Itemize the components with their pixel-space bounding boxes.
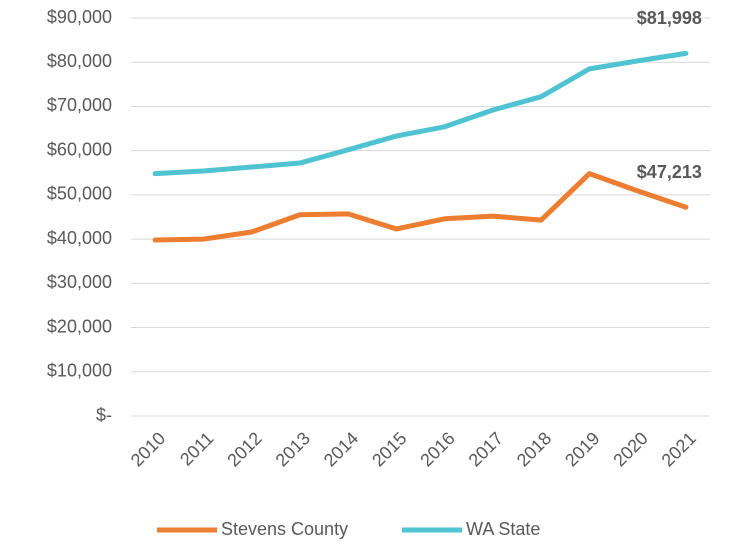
series-line bbox=[152, 171, 689, 243]
data-label: $47,213 bbox=[637, 162, 702, 182]
y-tick-label: $40,000 bbox=[47, 228, 112, 248]
x-tick-label: 2020 bbox=[609, 428, 651, 470]
y-tick-label: $20,000 bbox=[47, 316, 112, 336]
x-tick-label: 2013 bbox=[272, 428, 314, 470]
series-line bbox=[152, 50, 689, 177]
y-tick-label: $10,000 bbox=[47, 361, 112, 381]
y-tick-label: $90,000 bbox=[47, 7, 112, 27]
y-tick-label: $60,000 bbox=[47, 139, 112, 159]
x-tick-label: 2018 bbox=[513, 428, 555, 470]
x-tick-label: 2011 bbox=[176, 428, 218, 470]
legend-label: Stevens County bbox=[221, 519, 348, 539]
y-tick-label: $50,000 bbox=[47, 184, 112, 204]
legend-label: WA State bbox=[466, 519, 540, 539]
x-tick-label: 2010 bbox=[127, 428, 169, 470]
x-tick-label: 2015 bbox=[368, 428, 410, 470]
y-tick-label: $30,000 bbox=[47, 272, 112, 292]
y-tick-label: $80,000 bbox=[47, 51, 112, 71]
x-tick-label: 2017 bbox=[465, 428, 507, 470]
x-tick-label: 2012 bbox=[223, 428, 265, 470]
x-tick-label: 2016 bbox=[416, 428, 458, 470]
x-tick-label: 2019 bbox=[561, 428, 603, 470]
x-tick-label: 2021 bbox=[658, 428, 700, 470]
y-tick-label: $70,000 bbox=[47, 95, 112, 115]
x-tick-label: 2014 bbox=[320, 428, 362, 470]
data-label: $81,998 bbox=[637, 8, 702, 28]
y-tick-label: $- bbox=[96, 405, 112, 425]
